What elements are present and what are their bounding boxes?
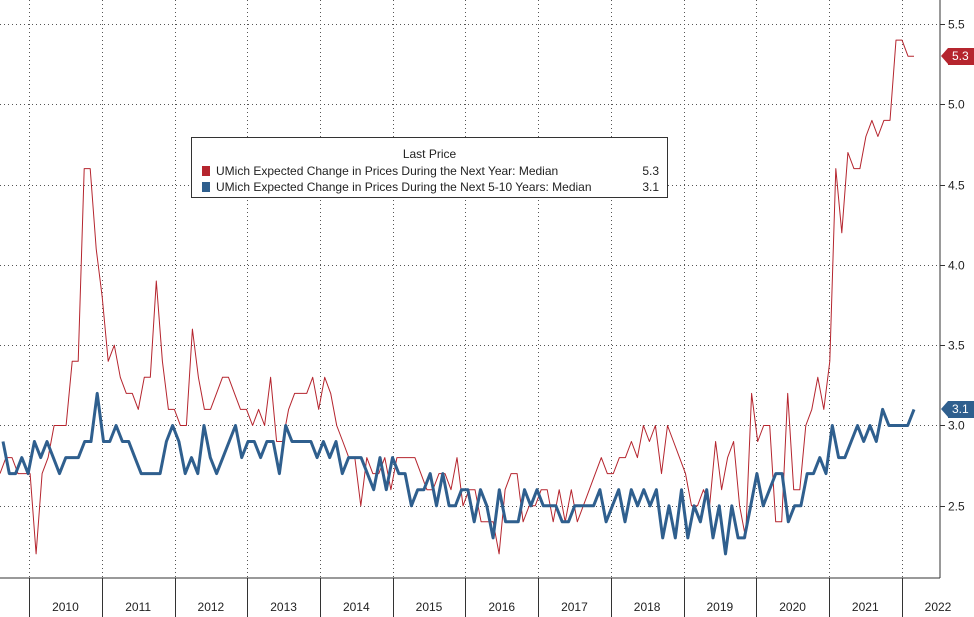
x-tick-label: 2013 xyxy=(270,600,297,614)
x-tick-label: 2020 xyxy=(779,600,806,614)
legend-title: Last Price xyxy=(402,147,457,161)
legend-item-5-10-years: UMich Expected Change in Prices During t… xyxy=(202,179,659,195)
x-tick-label: 2010 xyxy=(52,600,79,614)
x-tick-label: 2014 xyxy=(343,600,370,614)
x-tick-label: 2022 xyxy=(925,600,952,614)
badge-pointer xyxy=(941,400,948,417)
legend-swatch-year-ahead xyxy=(202,166,210,176)
x-tick-label: 2019 xyxy=(707,600,734,614)
series-layer xyxy=(0,39,916,556)
legend-swatch-5-10-years xyxy=(202,182,210,192)
series-line-0 xyxy=(0,39,914,555)
x-tick-label: 2017 xyxy=(561,600,588,614)
x-tick-label: 2011 xyxy=(125,600,151,614)
y-tick-label: 5.5 xyxy=(948,18,965,32)
y-tick-label: 5.0 xyxy=(948,98,965,112)
x-tick-label: 2015 xyxy=(416,600,443,614)
last-value-badge-year-ahead: 5.3 xyxy=(941,47,974,65)
series-line-1 xyxy=(1,391,916,556)
y-tick-label: 3.5 xyxy=(948,339,965,353)
y-tick-label: 3.0 xyxy=(948,419,965,433)
legend-label-5-10-years: UMich Expected Change in Prices During t… xyxy=(216,180,592,194)
legend: Last Price UMich Expected Change in Pric… xyxy=(191,137,668,198)
last-value-badge-5-10-years: 3.1 xyxy=(941,400,974,418)
x-tick-label: 2012 xyxy=(198,600,225,614)
x-tick-label: 2021 xyxy=(852,600,879,614)
y-tick-label: 2.5 xyxy=(948,500,965,514)
legend-value-year-ahead: 5.3 xyxy=(642,164,659,178)
axes xyxy=(0,0,941,579)
legend-item-year-ahead: UMich Expected Change in Prices During t… xyxy=(202,163,659,179)
x-tick-label: 2018 xyxy=(634,600,661,614)
x-tick-label: 2016 xyxy=(488,600,515,614)
y-tick-label: 4.5 xyxy=(948,179,965,193)
y-axis-ticks: 2.5 3.0 3.5 4.0 4.5 5.0 5.5 xyxy=(940,18,965,514)
legend-label-year-ahead: UMich Expected Change in Prices During t… xyxy=(216,164,559,178)
y-tick-label: 4.0 xyxy=(948,259,965,273)
x-axis-ticks: 2010 2011 2012 2013 2014 2015 2016 2017 2018 2019… xyxy=(29,578,952,617)
grid-lines xyxy=(0,0,938,578)
badge-pointer xyxy=(941,47,948,64)
legend-value-5-10-years: 3.1 xyxy=(642,180,659,194)
